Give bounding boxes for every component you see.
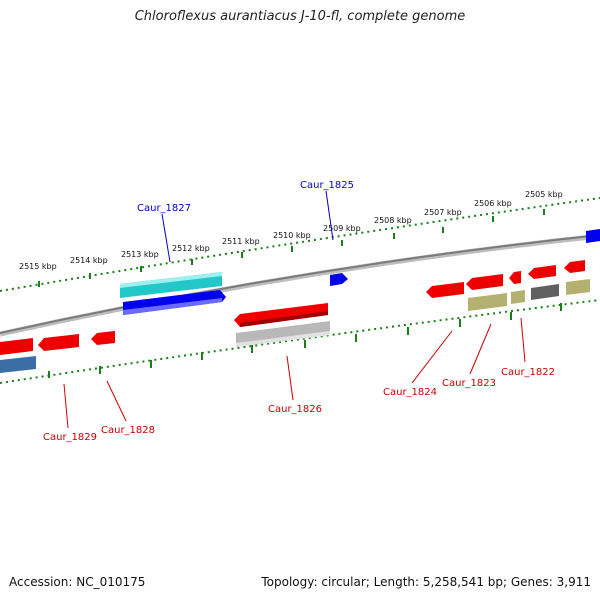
kbp-label: 2512 kbp [172, 244, 210, 253]
gene-caur-1825[interactable] [330, 273, 348, 286]
genome-title: Chloroflexus aurantiacus J-10-fl, comple… [134, 9, 466, 24]
gene-silver-shade [236, 331, 330, 347]
accession-text: Accession: NC_010175 [9, 575, 146, 589]
kbp-label: 2509 kbp [323, 224, 361, 233]
kbp-label: 2510 kbp [273, 231, 311, 240]
label-caur-1822[interactable]: Caur_1822 [501, 367, 555, 378]
gene-caur-1829[interactable] [38, 334, 79, 351]
gene-red-left-1[interactable] [0, 338, 33, 355]
kbp-label: 2513 kbp [121, 250, 159, 259]
genome-summary-text: Topology: circular; Length: 5,258,541 bp… [261, 575, 591, 589]
kbp-labels: 2515 kbp 2514 kbp 2513 kbp 2512 kbp 2511… [19, 190, 563, 271]
gene-caur-1824[interactable] [426, 282, 464, 298]
leader-caur-1822 [520, 317, 526, 363]
kbp-label: 2514 kbp [70, 256, 108, 265]
gene-red-small[interactable] [509, 271, 521, 284]
label-caur-1823[interactable]: Caur_1823 [442, 378, 496, 389]
upper-genes [0, 229, 600, 373]
leader-caur-1826 [286, 355, 294, 401]
leader-caur-1828 [106, 380, 127, 422]
gene-steel-left[interactable] [0, 356, 36, 373]
kbp-label: 2507 kbp [424, 208, 462, 217]
kbp-label: 2506 kbp [474, 199, 512, 208]
gene-caur-1826-shade [240, 311, 328, 327]
label-caur-1827[interactable]: Caur_1827 [137, 203, 191, 214]
gene-red-right[interactable] [528, 265, 556, 279]
upper-scale-dots [0, 197, 600, 292]
lower-scale-dots [0, 299, 600, 384]
gene-caur-1823[interactable] [466, 274, 503, 290]
leader-caur-1827 [161, 213, 171, 263]
label-caur-1826[interactable]: Caur_1826 [268, 404, 322, 415]
genome-backbone-core [0, 234, 600, 334]
gene-blue-forward-shade [123, 298, 222, 315]
kbp-label: 2515 kbp [19, 262, 57, 271]
gene-olive-2[interactable] [511, 290, 525, 304]
label-caur-1828[interactable]: Caur_1828 [101, 425, 155, 436]
leader-caur-1824 [411, 330, 453, 384]
gene-blue-edge[interactable] [586, 229, 600, 243]
gene-olive-1[interactable] [468, 293, 507, 311]
gene-gray[interactable] [531, 284, 559, 300]
label-caur-1824[interactable]: Caur_1824 [383, 387, 437, 398]
leader-caur-1823 [469, 323, 492, 375]
gene-caur-1828[interactable] [91, 331, 115, 345]
lower-major-ticks [48, 303, 562, 378]
label-leaders [63, 190, 526, 429]
gene-labels: Caur_1827 Caur_1825 Caur_1829 Caur_1828 … [43, 180, 555, 443]
gene-olive-3[interactable] [566, 279, 590, 295]
kbp-label: 2508 kbp [374, 216, 412, 225]
upper-major-ticks [38, 209, 545, 287]
kbp-label: 2511 kbp [222, 237, 260, 246]
gene-red-edge[interactable] [564, 260, 585, 273]
kbp-label: 2505 kbp [525, 190, 563, 199]
label-caur-1829[interactable]: Caur_1829 [43, 432, 97, 443]
leader-caur-1829 [63, 383, 69, 429]
label-caur-1825[interactable]: Caur_1825 [300, 180, 354, 191]
leader-caur-1825 [325, 190, 334, 241]
gene-caur-1827-shade [120, 272, 222, 288]
